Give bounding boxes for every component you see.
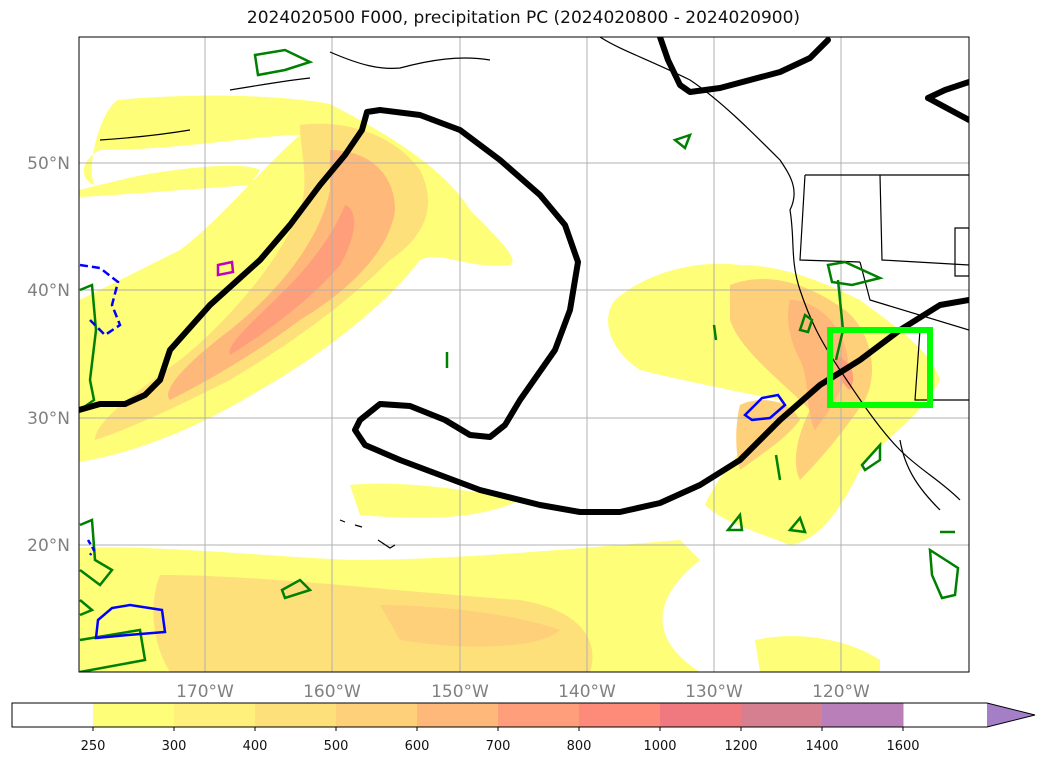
- lon-label: 150°W: [431, 682, 489, 702]
- colorbar-cell: [417, 703, 499, 727]
- blue-contours: [79, 263, 787, 640]
- colorbar-cell: [660, 703, 742, 727]
- precip-band-hawaii: [350, 483, 520, 518]
- colorbar-cells: [12, 703, 904, 727]
- colorbar-tick-label: 300: [162, 739, 187, 754]
- colorbar-cell: [93, 703, 175, 727]
- lat-label: 20°N: [27, 536, 70, 556]
- colorbar-ticks: 250 300 400 500 600 700 800 1000 1200 1400 1600: [81, 727, 920, 754]
- lat-label: 50°N: [27, 154, 70, 174]
- precip-band-southeast: [755, 636, 880, 672]
- colorbar-tick-label: 250: [81, 739, 106, 754]
- lon-label: 160°W: [303, 682, 361, 702]
- black-contours: [79, 37, 969, 515]
- colorbar-outline: [11, 702, 1036, 728]
- lon-label: 140°W: [558, 682, 616, 702]
- precip-band-south-mid: [153, 575, 593, 672]
- colorbar-cell: [174, 703, 256, 727]
- colorbar-cell: [336, 703, 418, 727]
- lon-label: 170°W: [176, 682, 234, 702]
- precip-band-south-inner: [380, 605, 560, 647]
- colorbar-tick-label: 1000: [643, 739, 676, 754]
- colorbar-cell: [498, 703, 580, 727]
- colorbar-cell: [255, 703, 337, 727]
- map-title: 2024020500 F000, precipitation PC (20240…: [246, 8, 801, 28]
- colorbar-cell: [12, 703, 94, 727]
- green-contours: [79, 48, 960, 672]
- lon-label: 120°W: [812, 682, 870, 702]
- map-plot-area: [79, 37, 969, 672]
- colorbar-tick-label: 500: [324, 739, 349, 754]
- colorbar-tick-label: 1600: [886, 739, 919, 754]
- latitude-labels: 50°N 40°N 30°N 20°N: [27, 154, 70, 556]
- colorbar-tick-label: 1400: [805, 739, 838, 754]
- coastlines: [99, 37, 969, 549]
- colorbar-tick-label: 800: [567, 739, 592, 754]
- lat-label: 30°N: [27, 409, 70, 429]
- colorbar-extend-arrow: [987, 703, 1035, 727]
- precip-band-pacific-north: [79, 165, 260, 197]
- map-frame: [78, 36, 970, 673]
- lat-label: 40°N: [27, 281, 70, 301]
- colorbar-tick-label: 1200: [724, 739, 757, 754]
- precip-band-pacific-core: [229, 205, 355, 355]
- colorbar-tick-label: 700: [486, 739, 511, 754]
- colorbar-tick-label: 400: [243, 739, 268, 754]
- longitude-labels: 170°W 160°W 150°W 140°W 130°W 120°W: [176, 682, 870, 702]
- lon-label: 130°W: [685, 682, 743, 702]
- precip-band-pacific-inner: [168, 150, 395, 400]
- colorbar-cell: [822, 703, 904, 727]
- colorbar: 250 300 400 500 600 700 800 1000 1200 1400 1600: [11, 702, 1036, 754]
- target-region-box: [827, 327, 933, 408]
- colorbar-cell: [741, 703, 823, 727]
- magenta-contour: [216, 260, 235, 277]
- colorbar-tick-label: 600: [405, 739, 430, 754]
- colorbar-cell: [579, 703, 661, 727]
